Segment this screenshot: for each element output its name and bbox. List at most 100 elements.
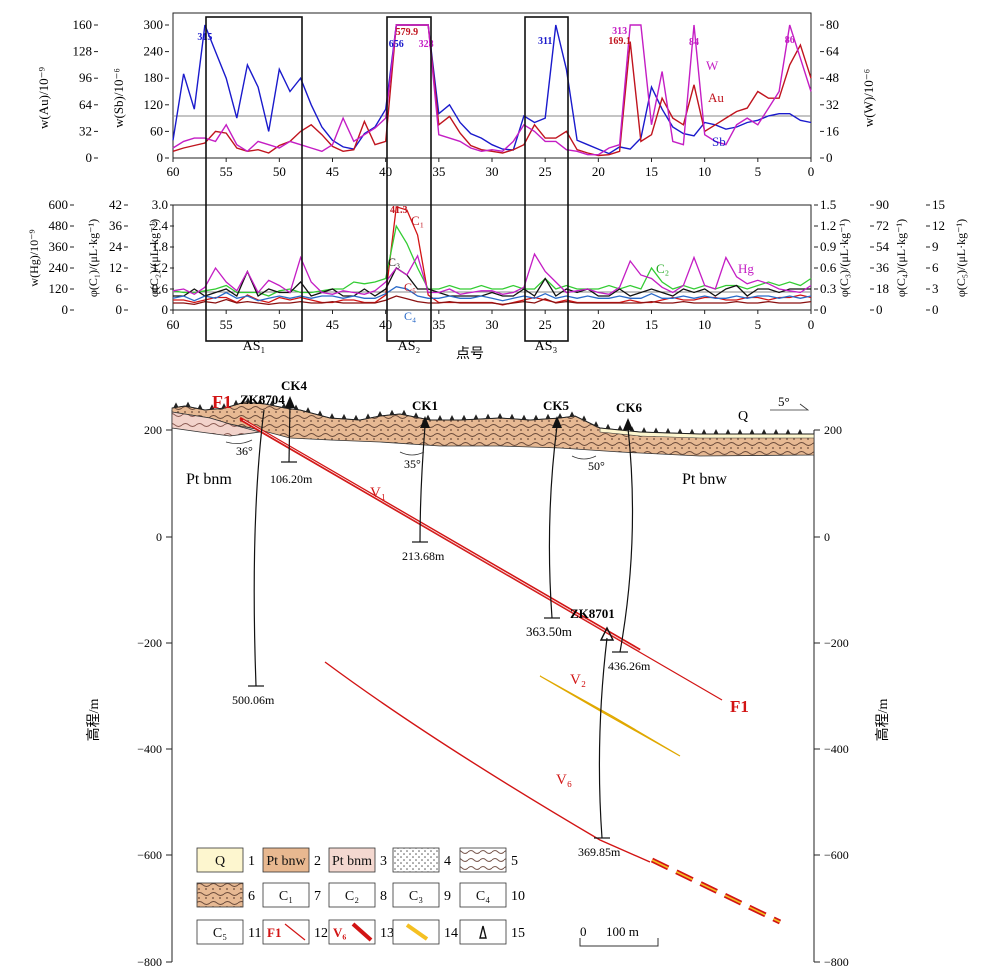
bottom-chart-frame: [172, 204, 812, 311]
bh-depth-ck4: 106.20m: [270, 472, 313, 486]
top-x-tick-label: 10: [698, 164, 711, 179]
c4-axis-tick: 72: [876, 218, 889, 233]
elev-tick-left: −400: [137, 742, 162, 756]
legend-number: 11: [248, 926, 261, 941]
elev-tick-left: −600: [137, 848, 162, 862]
elev-tick-right: 200: [824, 423, 842, 437]
geologic-section: 200 200 0 0 −200 −200 −400 −400 −600 −600 −800 −800…: [85, 378, 891, 969]
series-c2: [172, 224, 812, 297]
c1-axis-tick: 6: [116, 281, 123, 296]
c5-axis-tick: 6: [932, 260, 939, 275]
c4-axis-tick: 54: [876, 239, 890, 254]
peak-label: 315: [197, 32, 212, 43]
borehole-ck5: CK5 363.50m: [526, 398, 572, 639]
c3-axis-tick: 0.3: [820, 281, 836, 296]
legend-number: 6: [248, 889, 255, 904]
bottom-x-tick-label: 20: [592, 317, 605, 332]
label-c3: C₃: [388, 255, 400, 269]
legend-item-2: Pt bnw 2: [262, 847, 321, 873]
x-axis-title: 点号: [456, 346, 484, 362]
axis-label-c5: φ(C₅)/(μL·kg⁻¹): [954, 219, 968, 297]
bh-depth-ck1: 213.68m: [402, 549, 445, 563]
legend-item-9: C₃ 9: [392, 882, 451, 908]
elev-tick-right: 0: [824, 530, 830, 544]
top-x-tick-label: 60: [167, 164, 180, 179]
legend-text: F1: [267, 925, 281, 940]
top-x-tick-label: 45: [326, 164, 339, 179]
c4-axis-tick: 36: [876, 260, 890, 275]
label-au: Au: [708, 90, 724, 105]
c4-axis-tick: 18: [876, 281, 889, 296]
vein-v2: [539, 675, 681, 757]
legend-number: 8: [380, 889, 387, 904]
sb-axis-tick: 300: [144, 17, 164, 32]
legend-number: 1: [248, 854, 255, 869]
formation-ptbnw: Pt bnw: [682, 471, 727, 488]
label-c1: C₁: [411, 213, 424, 228]
anomaly-label-as3: AS₃: [535, 339, 558, 354]
w-axis-tick: 64: [826, 44, 840, 59]
anomaly-box-as3: [524, 16, 569, 342]
au-axis-tick: 96: [79, 70, 93, 85]
legend-item-5: 5: [459, 847, 518, 873]
legend-item-6: 6: [196, 882, 255, 908]
w-axis-tick: 16: [826, 123, 840, 138]
legend-item-3: Pt bnm 3: [328, 847, 387, 873]
c3-axis-tick: 1.2: [820, 218, 836, 233]
bottom-x-tick-label: 30: [486, 317, 499, 332]
series-hg: [172, 252, 812, 296]
series-c4: [172, 286, 812, 302]
c1-axis-tick: 42: [109, 197, 122, 212]
c5-axis-tick: 12: [932, 218, 945, 233]
axis-label-c3: φ(C₃)/(μL·kg⁻¹): [837, 219, 851, 297]
bottom-x-tick-label: 25: [539, 317, 552, 332]
peak-label: 313: [612, 26, 627, 37]
anomaly-label-as2: AS₂: [398, 339, 421, 354]
top-x-tick-label: 20: [592, 164, 605, 179]
legend-number: 4: [444, 854, 451, 869]
legend-number: 15: [511, 926, 525, 941]
c1-axis-tick: 24: [109, 239, 123, 254]
top-x-tick-label: 15: [645, 164, 658, 179]
legend-text: V₆: [333, 925, 346, 940]
c2-axis-tick: 0: [162, 302, 169, 317]
top-x-tick-label: 50: [273, 164, 286, 179]
dip-35: 35°: [404, 457, 421, 471]
legend-number: 2: [314, 854, 321, 869]
borehole-zk8704: ZK8704 500.06m: [232, 392, 285, 707]
axis-label-hg: w(Hg)/10⁻⁹: [27, 229, 41, 286]
c4-axis-tick: 0: [876, 302, 883, 317]
legend-item-13: V₆ 13: [328, 919, 394, 945]
bh-name-ck1: CK1: [412, 398, 438, 413]
hg-axis-tick: 360: [49, 239, 69, 254]
top-x-tick-label: 55: [220, 164, 233, 179]
bottom-x-tick-label: 45: [326, 317, 339, 332]
axis-label-c4: φ(C₄)/(μL·kg⁻¹): [894, 219, 908, 297]
c1-axis-tick: 0: [116, 302, 123, 317]
c5-axis-tick: 15: [932, 197, 945, 212]
legend-number: 13: [380, 926, 394, 941]
legend-item-11: C₅ 11: [196, 919, 261, 945]
bottom-x-tick-label: 60: [167, 317, 180, 332]
elev-tick-right: −200: [824, 636, 849, 650]
elev-tick-left: −800: [137, 955, 162, 969]
legend-number: 14: [444, 926, 458, 941]
peak-label: 169.1: [608, 36, 631, 47]
au-axis-tick: 64: [79, 97, 93, 112]
elev-tick-left: 0: [156, 530, 162, 544]
anomaly-box-as1: [205, 16, 303, 342]
legend-text: C₄: [476, 889, 490, 904]
bottom-x-tick-label: 5: [755, 317, 762, 332]
legend-item-8: C₂ 8: [328, 882, 387, 908]
hg-axis-tick: 120: [49, 281, 69, 296]
axis-label-c2: φ(C₂)/(μL·kg⁻¹): [147, 219, 161, 297]
c3-axis-tick: 0.6: [820, 260, 837, 275]
bh-name-ck6: CK6: [616, 400, 643, 415]
legend-item-4: 4: [392, 847, 451, 873]
c5-axis-tick: 0: [932, 302, 939, 317]
c3-axis-tick: 1.5: [820, 197, 836, 212]
w-axis-tick: 48: [826, 70, 839, 85]
elev-label-left: 高程/m: [85, 699, 102, 742]
